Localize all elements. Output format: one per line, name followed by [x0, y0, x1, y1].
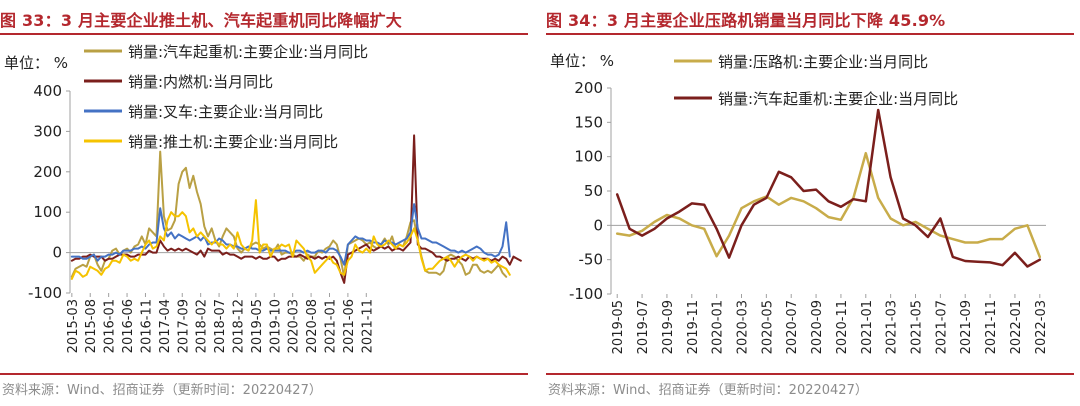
x-tick-label: 2022-03 [1034, 300, 1049, 354]
chart-panel-left: 图 33：3 月主要企业推土机、汽车起重机同比降幅扩大 单位： % -100 0 10… [0, 0, 528, 406]
chart-panel-right: 图 34：3 月主要企业压路机销量当月同比下降 45.9% 单位： % -100 -… [546, 0, 1074, 406]
y-tick-label: 0 [593, 216, 603, 234]
legend-label: 销量:汽车起重机:主要企业:当月同比 [718, 90, 958, 108]
legend-label: 销量:叉车:主要企业:当月同比 [128, 103, 323, 121]
chart-plot-left: 单位： % -100 0 100 200 300 400 2015-03 2015-08 2016… [4, 43, 522, 353]
x-tick-label: 2021-06 [342, 299, 357, 353]
x-tick-label: 2019-05 [250, 299, 265, 353]
x-tick-label: 2016-06 [121, 299, 136, 353]
series-line-4 [70, 199, 511, 280]
x-tick-label: 2021-07 [934, 300, 949, 354]
x-tick-label: 2018-07 [213, 299, 228, 353]
chart-title: 图 34：3 月主要企业压路机销量当月同比下降 45.9% [546, 11, 946, 30]
x-tick-label: 2021-09 [959, 300, 974, 354]
x-tick-label: 2019-07 [636, 300, 651, 354]
legend-label: 销量:压路机:主要企业:当月同比 [718, 53, 928, 71]
x-tick-label: 2021-01 [860, 300, 875, 354]
x-tick-label: 2020-08 [305, 299, 320, 353]
x-tick-label: 2020-03 [736, 300, 751, 354]
x-tick-label: 2015-08 [84, 299, 99, 353]
x-tick-label: 2021-03 [885, 300, 900, 354]
source-note: 资料来源：Wind、招商证券（更新时间：20220427） [548, 383, 868, 398]
legend-label: 销量:推土机:主要企业:当月同比 [128, 133, 338, 151]
y-axis-unit: 单位： % [550, 52, 614, 70]
y-tick-label: 400 [33, 82, 62, 100]
y-tick-label: 100 [574, 148, 603, 166]
y-tick-label: 50 [584, 182, 603, 200]
y-tick-label: 200 [33, 163, 62, 181]
title-divider [546, 33, 1074, 35]
x-tick-label: 2020-09 [810, 300, 825, 354]
x-tick-label: 2021-05 [910, 300, 925, 354]
y-axis-unit: 单位： % [4, 54, 68, 72]
legend-label: 销量:汽车起重机:主要企业:当月同比 [128, 43, 368, 61]
legend-label: 销量:内燃机:当月同比 [128, 73, 273, 91]
x-tick-label: 2020-11 [835, 300, 850, 354]
x-tick-label: 2018-02 [195, 299, 210, 353]
x-tick-label: 2018-12 [231, 299, 246, 353]
series-line-1 [615, 151, 1042, 259]
y-tick-label: 300 [33, 122, 62, 140]
x-tick-label: 2019-05 [611, 300, 626, 354]
y-tick-label: 100 [33, 203, 62, 221]
y-tick-label: 0 [52, 244, 62, 262]
x-tick-label: 2017-04 [158, 299, 173, 353]
x-tick-label: 2019-09 [661, 300, 676, 354]
y-tick-label: -100 [569, 285, 603, 303]
x-tick-label: 2021-11 [360, 299, 375, 353]
x-tick-label: 2020-03 [287, 299, 302, 353]
series-line-2 [615, 108, 1042, 268]
y-tick-label: -100 [28, 284, 62, 302]
x-tick-label: 2020-07 [785, 300, 800, 354]
source-divider [0, 373, 528, 375]
y-tick-label: 200 [574, 79, 603, 97]
y-tick-label: -50 [579, 251, 604, 269]
x-tick-label: 2020-01 [711, 300, 726, 354]
x-tick-label: 2017-09 [176, 299, 191, 353]
x-tick-label: 2021-11 [984, 300, 999, 354]
chart-plot-right: 单位： % -100 -50 0 50 100 150 200 2019-05 2019-07 20… [550, 52, 1049, 354]
x-tick-label: 2021-01 [323, 299, 338, 353]
x-tick-label: 2016-11 [139, 299, 154, 353]
x-tick-label: 2019-10 [268, 299, 283, 353]
source-note: 资料来源：Wind、招商证券（更新时间：20220427） [2, 383, 322, 398]
chart-title: 图 33：3 月主要企业推土机、汽车起重机同比降幅扩大 [0, 11, 402, 30]
x-tick-label: 2020-05 [760, 300, 775, 354]
y-tick-label: 150 [574, 113, 603, 131]
x-tick-label: 2019-11 [686, 300, 701, 354]
x-tick-label: 2022-01 [1009, 300, 1024, 354]
source-divider [546, 373, 1074, 375]
title-divider [0, 33, 528, 35]
x-tick-label: 2015-03 [66, 299, 81, 353]
x-tick-label: 2016-01 [103, 299, 118, 353]
series-line-2 [70, 134, 522, 284]
